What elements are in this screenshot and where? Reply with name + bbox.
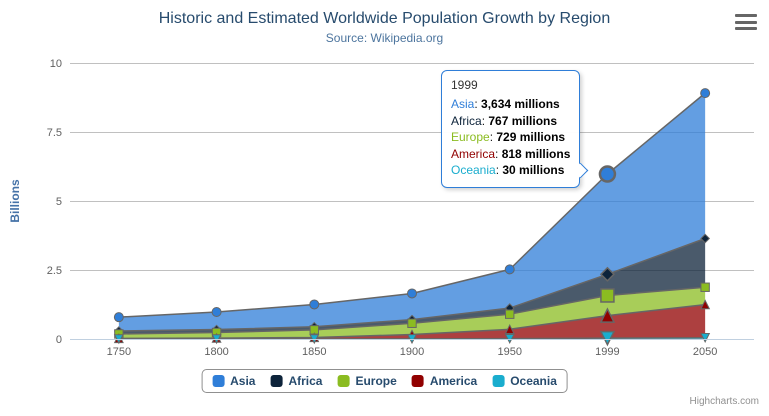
legend-swatch-oceania xyxy=(492,375,505,387)
x-tick-label: 1800 xyxy=(204,346,228,358)
menu-bar xyxy=(735,14,757,17)
marker-europe-1999[interactable] xyxy=(600,288,615,303)
y-axis-title: Billions xyxy=(8,179,22,223)
tooltip-row-asia: Asia: 3,634 millions xyxy=(451,97,560,111)
marker-asia-1950[interactable] xyxy=(504,264,515,275)
export-menu-icon[interactable] xyxy=(735,14,757,30)
menu-bar xyxy=(735,20,757,24)
legend-swatch-africa xyxy=(270,375,283,387)
tooltip-header: 1999 xyxy=(451,78,478,92)
menu-bar xyxy=(735,27,757,30)
marker-asia-1850[interactable] xyxy=(309,299,320,310)
marker-oceania-1900[interactable] xyxy=(406,334,418,345)
x-tick-label: 1900 xyxy=(400,346,424,358)
marker-asia-1800[interactable] xyxy=(211,307,222,318)
y-tick-label: 0 xyxy=(56,334,62,346)
marker-africa-1999[interactable] xyxy=(599,266,615,282)
legend-label: America xyxy=(429,374,478,388)
marker-africa-2050[interactable] xyxy=(700,233,711,244)
y-tick-label: 5 xyxy=(56,196,62,208)
marker-oceania-1850[interactable] xyxy=(309,334,320,345)
tooltip: 1999 Asia: 3,634 millions Africa: 767 mil… xyxy=(441,70,589,188)
marker-asia-1750[interactable] xyxy=(113,312,124,323)
legend-label: Africa xyxy=(288,374,323,388)
x-tick-label: 1950 xyxy=(497,346,521,358)
marker-oceania-2050[interactable] xyxy=(700,333,711,344)
area-africa[interactable] xyxy=(118,238,706,334)
y-axis-labels: 0 2.5 5 7.5 10 xyxy=(47,58,62,346)
tooltip-row-america: America: 818 millions xyxy=(451,146,571,161)
x-tick-label: 1850 xyxy=(302,346,326,358)
marker-europe-1900[interactable] xyxy=(407,318,417,328)
tooltip-row-europe: Europe: 729 millions xyxy=(451,130,566,144)
legend-label: Asia xyxy=(230,374,256,388)
marker-america-2050[interactable] xyxy=(700,299,711,310)
credits-link[interactable]: Highcharts.com xyxy=(689,396,759,407)
marker-asia-1900[interactable] xyxy=(407,288,417,299)
marker-asia-2050[interactable] xyxy=(700,88,711,99)
legend-item-asia[interactable]: Asia xyxy=(212,374,255,388)
legend-item-africa[interactable]: Africa xyxy=(270,374,322,388)
area-asia[interactable] xyxy=(118,93,706,332)
tooltip-rows: Asia: 3,634 millions Africa: 767 millions… xyxy=(451,96,570,179)
marker-europe-2050[interactable] xyxy=(700,282,710,292)
x-tick-label: 1999 xyxy=(595,346,619,358)
legend-swatch-america xyxy=(411,375,424,387)
x-tick-label: 2050 xyxy=(693,346,717,358)
marker-oceania-1950[interactable] xyxy=(504,333,515,344)
legend-label: Europe xyxy=(355,374,397,388)
tooltip-row-oceania: Oceania: 30 millions xyxy=(451,163,565,177)
marker-oceania-1750[interactable] xyxy=(113,334,124,345)
legend-item-europe[interactable]: Europe xyxy=(337,374,397,388)
tooltip-row-africa: Africa: 767 millions xyxy=(451,113,558,128)
series-asia xyxy=(113,88,711,332)
legend-swatch-asia xyxy=(212,375,225,387)
area-america[interactable] xyxy=(118,304,706,339)
x-axis-labels: 1750 1800 1850 1900 1950 1999 2050 xyxy=(107,346,718,358)
marker-asia-1999[interactable] xyxy=(598,165,617,183)
legend-label: Oceania xyxy=(510,374,557,388)
y-tick-label: 2.5 xyxy=(47,265,62,277)
y-tick-label: 7.5 xyxy=(47,127,62,139)
chart-subtitle: Source: Wikipedia.org xyxy=(325,31,444,45)
legend: Asia Africa Europe America Oceania xyxy=(201,369,568,393)
marker-america-1999[interactable] xyxy=(599,307,616,323)
marker-oceania-1999[interactable] xyxy=(599,330,616,347)
legend-item-america[interactable]: America xyxy=(411,374,478,388)
x-tick-label: 1750 xyxy=(107,346,131,358)
series-oceania xyxy=(113,330,711,347)
legend-swatch-europe xyxy=(337,375,350,387)
legend-item-oceania[interactable]: Oceania xyxy=(492,374,557,388)
chart-title: Historic and Estimated Worldwide Populat… xyxy=(158,10,611,27)
y-tick-label: 10 xyxy=(50,58,62,70)
marker-oceania-1800[interactable] xyxy=(211,334,222,345)
marker-america-1950[interactable] xyxy=(504,323,515,334)
marker-europe-1950[interactable] xyxy=(505,309,515,319)
